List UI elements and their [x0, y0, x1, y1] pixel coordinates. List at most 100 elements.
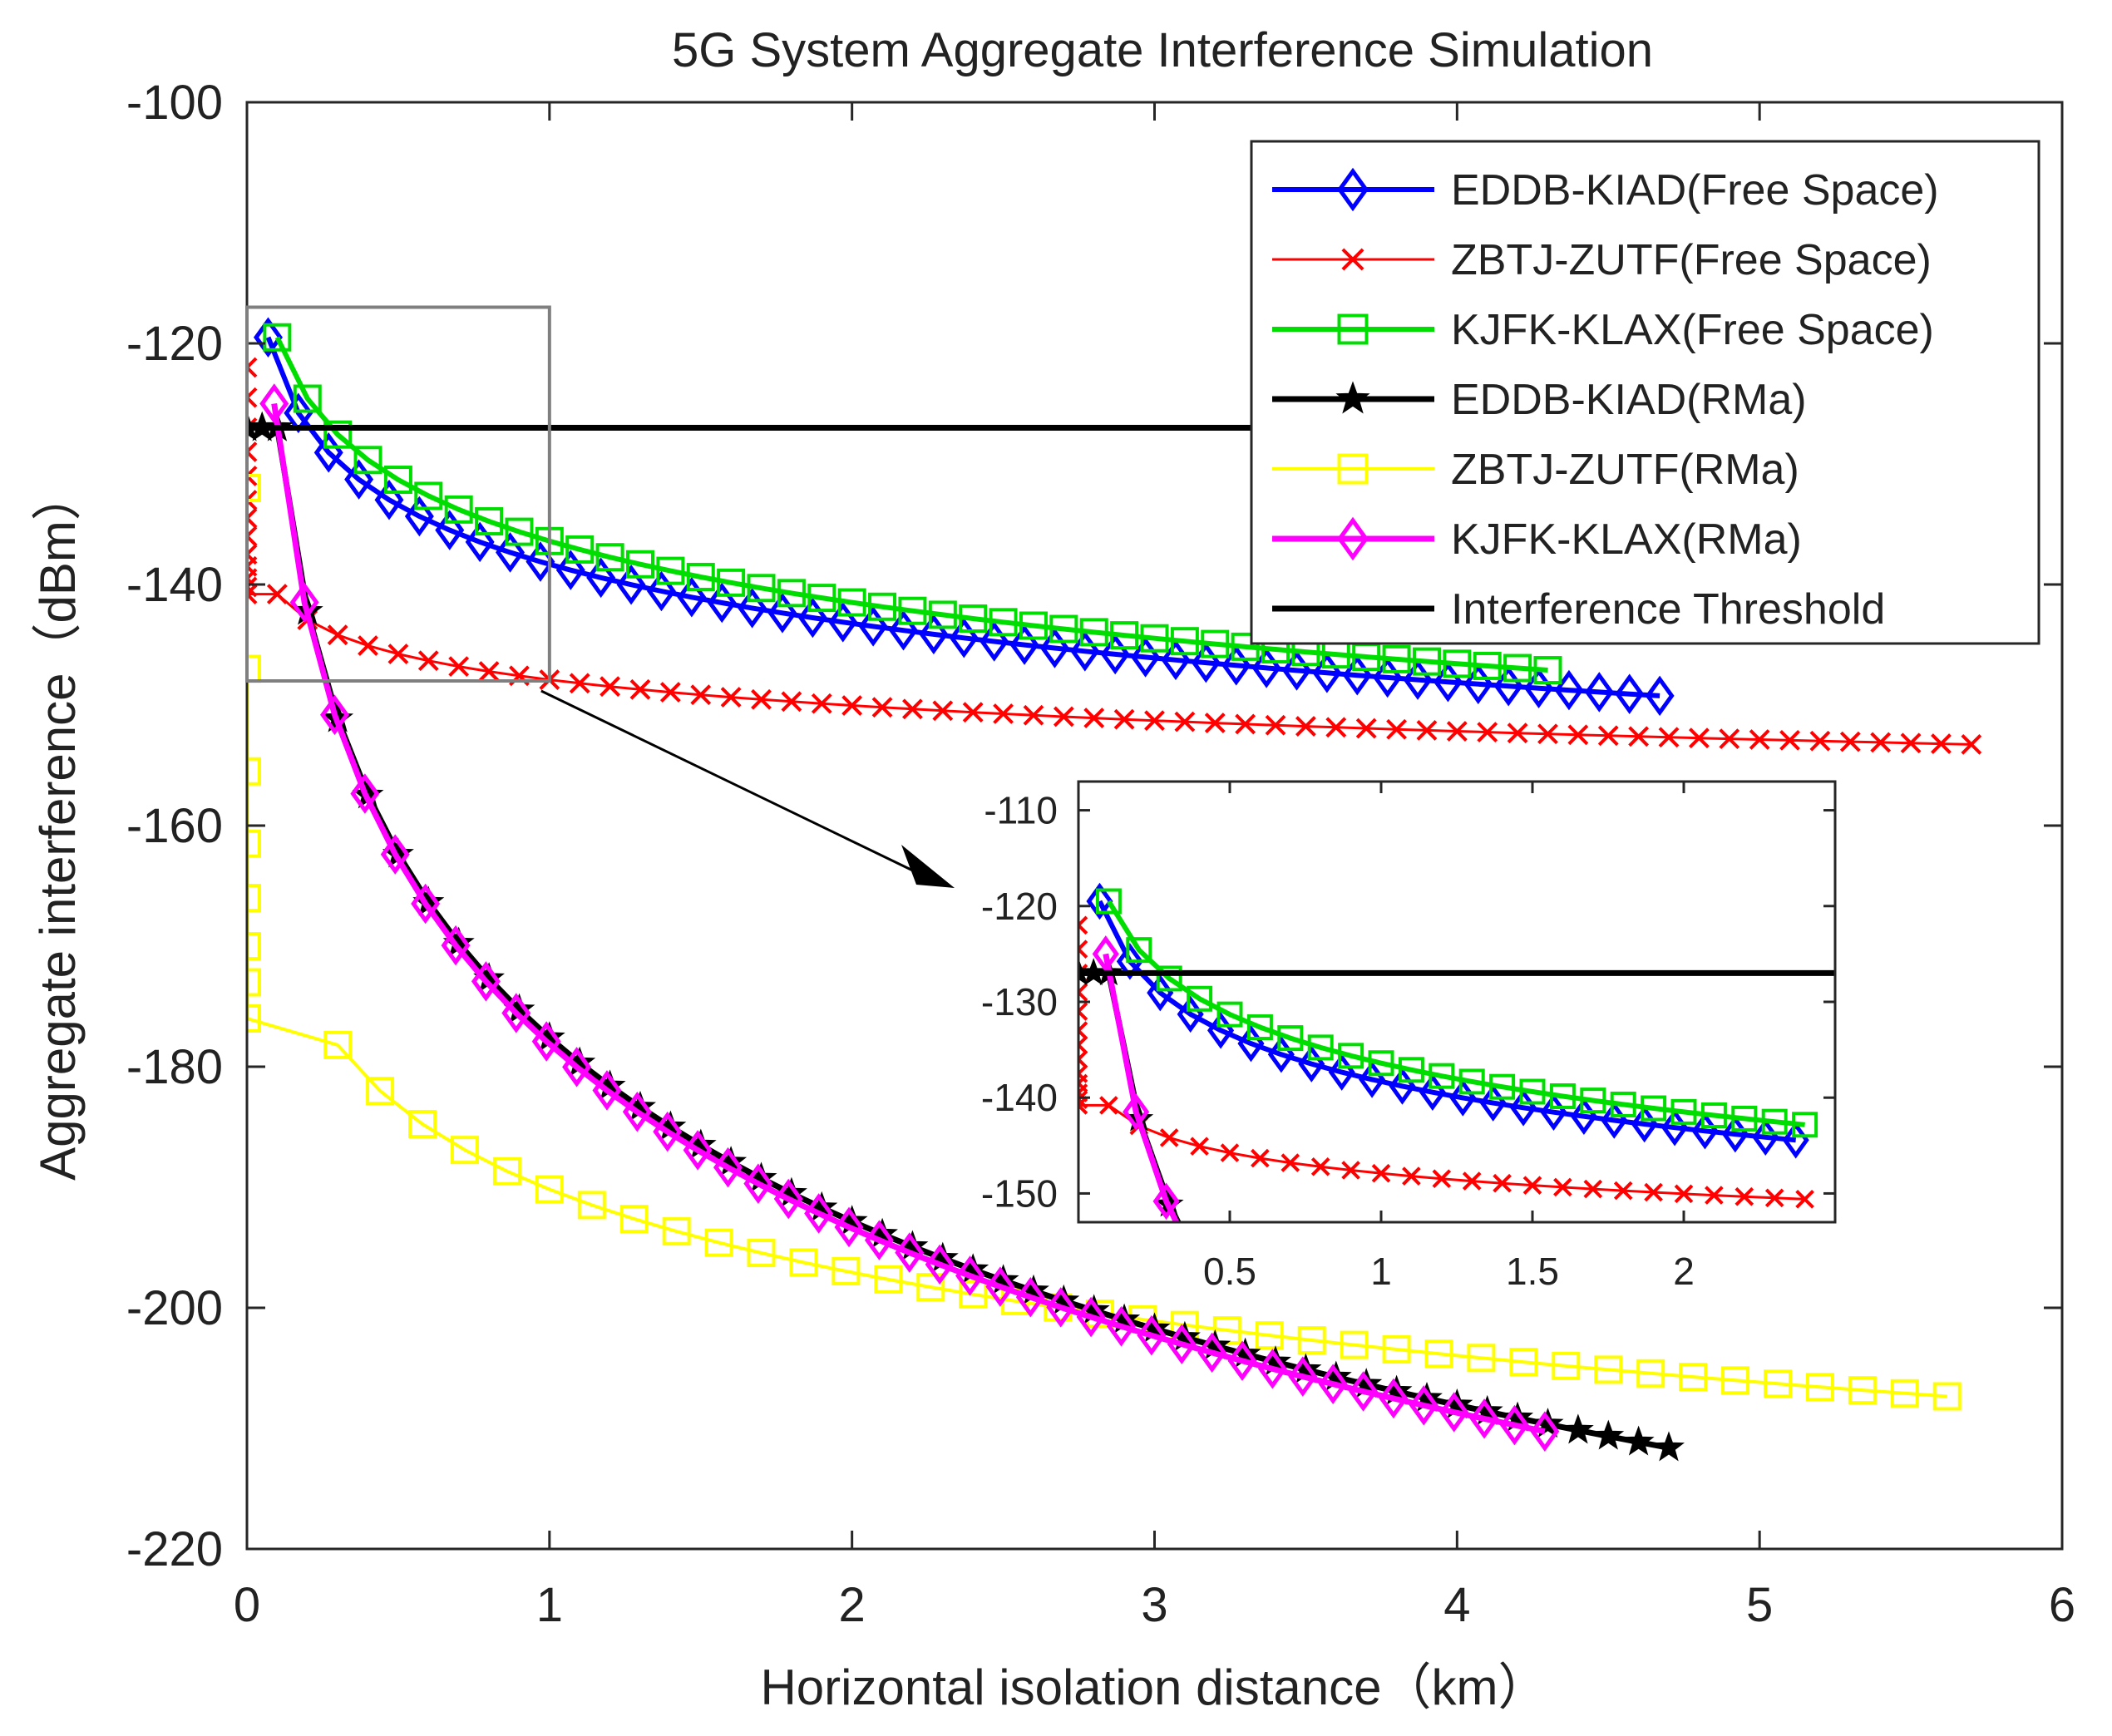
inset-y-tick-label: -140 [981, 1076, 1058, 1119]
x-tick-label: 2 [839, 1578, 866, 1632]
legend-item-threshold: Interference Threshold [1272, 585, 1885, 634]
data-point-kjfk-free [1458, 1068, 1485, 1095]
data-point-zbtj-free [1281, 1153, 1300, 1172]
y-tick-label: -140 [126, 558, 223, 612]
legend-label: Interference Threshold [1451, 585, 1885, 634]
data-point-zbtj-rma [450, 1136, 479, 1165]
legend: EDDB-KIAD(Free Space) ZBTJ-ZUTF(Free Spac… [1250, 140, 2040, 645]
data-point-zbtj-free [1719, 728, 1740, 750]
data-point-zbtj-rma [1255, 1321, 1284, 1350]
inset-x-tick-label: 1.5 [1506, 1250, 1559, 1293]
data-point-zbtj-free [1839, 731, 1861, 752]
data-point-eddb-free [797, 597, 827, 639]
x-tick-label: 1 [536, 1578, 563, 1632]
data-point-kjfk-free [1382, 644, 1411, 673]
data-point-zbtj-free [811, 693, 832, 714]
data-point-kjfk-rma [895, 1232, 925, 1273]
data-point-zbtj-free [1735, 1186, 1754, 1206]
data-point-kjfk-free [1246, 1014, 1273, 1041]
zoom-annotation [245, 305, 955, 888]
data-point-kjfk-free [989, 608, 1018, 637]
data-point-kjfk-free [1700, 1102, 1727, 1128]
data-point-kjfk-free [475, 507, 504, 536]
data-point-eddb-free [1645, 675, 1675, 717]
data-point-kjfk-rma [350, 773, 380, 814]
zoom-arrow-head [901, 845, 955, 888]
legend-swatch-marker [1341, 248, 1364, 271]
data-point-zbtj-free [1159, 1128, 1179, 1147]
data-point-zbtj-free [448, 656, 470, 678]
series-kjfk-rma [259, 383, 1560, 1452]
data-point-kjfk-rma [1137, 1314, 1167, 1356]
data-point-zbtj-free [1658, 727, 1680, 748]
zoom-arrow-shaft [540, 689, 922, 876]
data-point-eddb-free [1147, 974, 1174, 1012]
data-point-zbtj-free [387, 644, 409, 664]
data-point-zbtj-rma [1424, 1339, 1453, 1369]
data-point-zbtj-rma [747, 1239, 776, 1268]
data-point-zbtj-rma [874, 1265, 903, 1294]
data-point-zbtj-free [720, 687, 742, 708]
data-point-zbtj-free [247, 387, 258, 408]
data-point-zbtj-free [247, 466, 258, 486]
data-point-zbtj-rma [789, 1248, 818, 1277]
data-point-zbtj-free [1749, 729, 1770, 750]
legend-swatch-marker [1337, 453, 1369, 485]
data-point-zbtj-free [1078, 1090, 1088, 1109]
data-point-kjfk-free [1489, 1073, 1516, 1100]
data-point-zbtj-free [902, 698, 923, 720]
data-point-zbtj-rma [247, 474, 261, 502]
series-line-kjfk-free [1106, 900, 1805, 1127]
data-point-zbtj-free [247, 525, 258, 547]
y-tick-label: -160 [126, 799, 223, 853]
data-point-zbtj-free [1023, 704, 1044, 726]
data-point-zbtj-free [1795, 1190, 1814, 1209]
data-point-kjfk-free [383, 466, 412, 495]
data-point-zbtj-free [1522, 1176, 1542, 1195]
data-point-kjfk-free [1049, 614, 1078, 644]
data-point-zbtj-free [327, 624, 348, 646]
legend-label: KJFK-KLAX(Free Space) [1451, 306, 1934, 354]
data-point-zbtj-free [1341, 1161, 1360, 1180]
data-point-zbtj-rma [1932, 1382, 1961, 1411]
data-point-zbtj-free [247, 441, 258, 462]
data-point-zbtj-free [1432, 1169, 1452, 1189]
data-point-kjfk-rma [773, 1178, 803, 1220]
data-point-kjfk-rma [592, 1070, 622, 1111]
series-line-kjfk-rma [1103, 953, 1180, 1222]
data-point-kjfk-free [1580, 1087, 1606, 1114]
data-point-zbtj-free [932, 700, 954, 722]
data-point-eddb-free [586, 557, 616, 599]
data-point-zbtj-free [1220, 1143, 1240, 1162]
series-line-zbtj-rma [247, 488, 1947, 1398]
data-point-zbtj-rma [1340, 1330, 1369, 1359]
data-point-kjfk-free [1110, 621, 1139, 650]
data-point-kjfk-rma [834, 1206, 864, 1248]
data-point-zbtj-rma [1679, 1363, 1708, 1392]
data-point-kjfk-rma [1257, 1349, 1287, 1389]
data-point-eddb-free [253, 317, 283, 358]
data-point-kjfk-free [263, 323, 292, 352]
data-point-kjfk-free [777, 579, 806, 608]
legend-item-zbtj-rma: ZBTJ-ZUTF(RMa) [1272, 446, 1799, 494]
data-point-eddb-free [738, 588, 767, 629]
data-point-zbtj-rma [1890, 1378, 1919, 1408]
data-point-kjfk-free [837, 588, 866, 617]
data-point-kjfk-free [414, 481, 443, 510]
data-point-zbtj-free [1078, 940, 1088, 959]
inset-plot-area: 0.5 1 1.5 2 -110 -120 -130 -140 -150 [981, 780, 1837, 1293]
data-point-zbtj-free [1371, 1163, 1391, 1183]
y-tick-label: -180 [126, 1040, 223, 1094]
data-point-zbtj-rma [1848, 1376, 1877, 1405]
data-point-kjfk-rma [1530, 1411, 1560, 1452]
data-point-kjfk-rma [411, 883, 441, 925]
data-point-zbtj-rma [323, 1030, 353, 1059]
data-point-kjfk-free [1429, 1063, 1455, 1089]
data-point-zbtj-rma [1594, 1355, 1623, 1384]
data-point-kjfk-free [595, 543, 624, 572]
data-point-zbtj-free [600, 676, 621, 698]
data-point-zbtj-rma [1763, 1369, 1792, 1398]
data-point-zbtj-free [247, 357, 258, 378]
series-line-eddb-free [1097, 900, 1796, 1143]
data-point-zbtj-free [478, 661, 500, 682]
